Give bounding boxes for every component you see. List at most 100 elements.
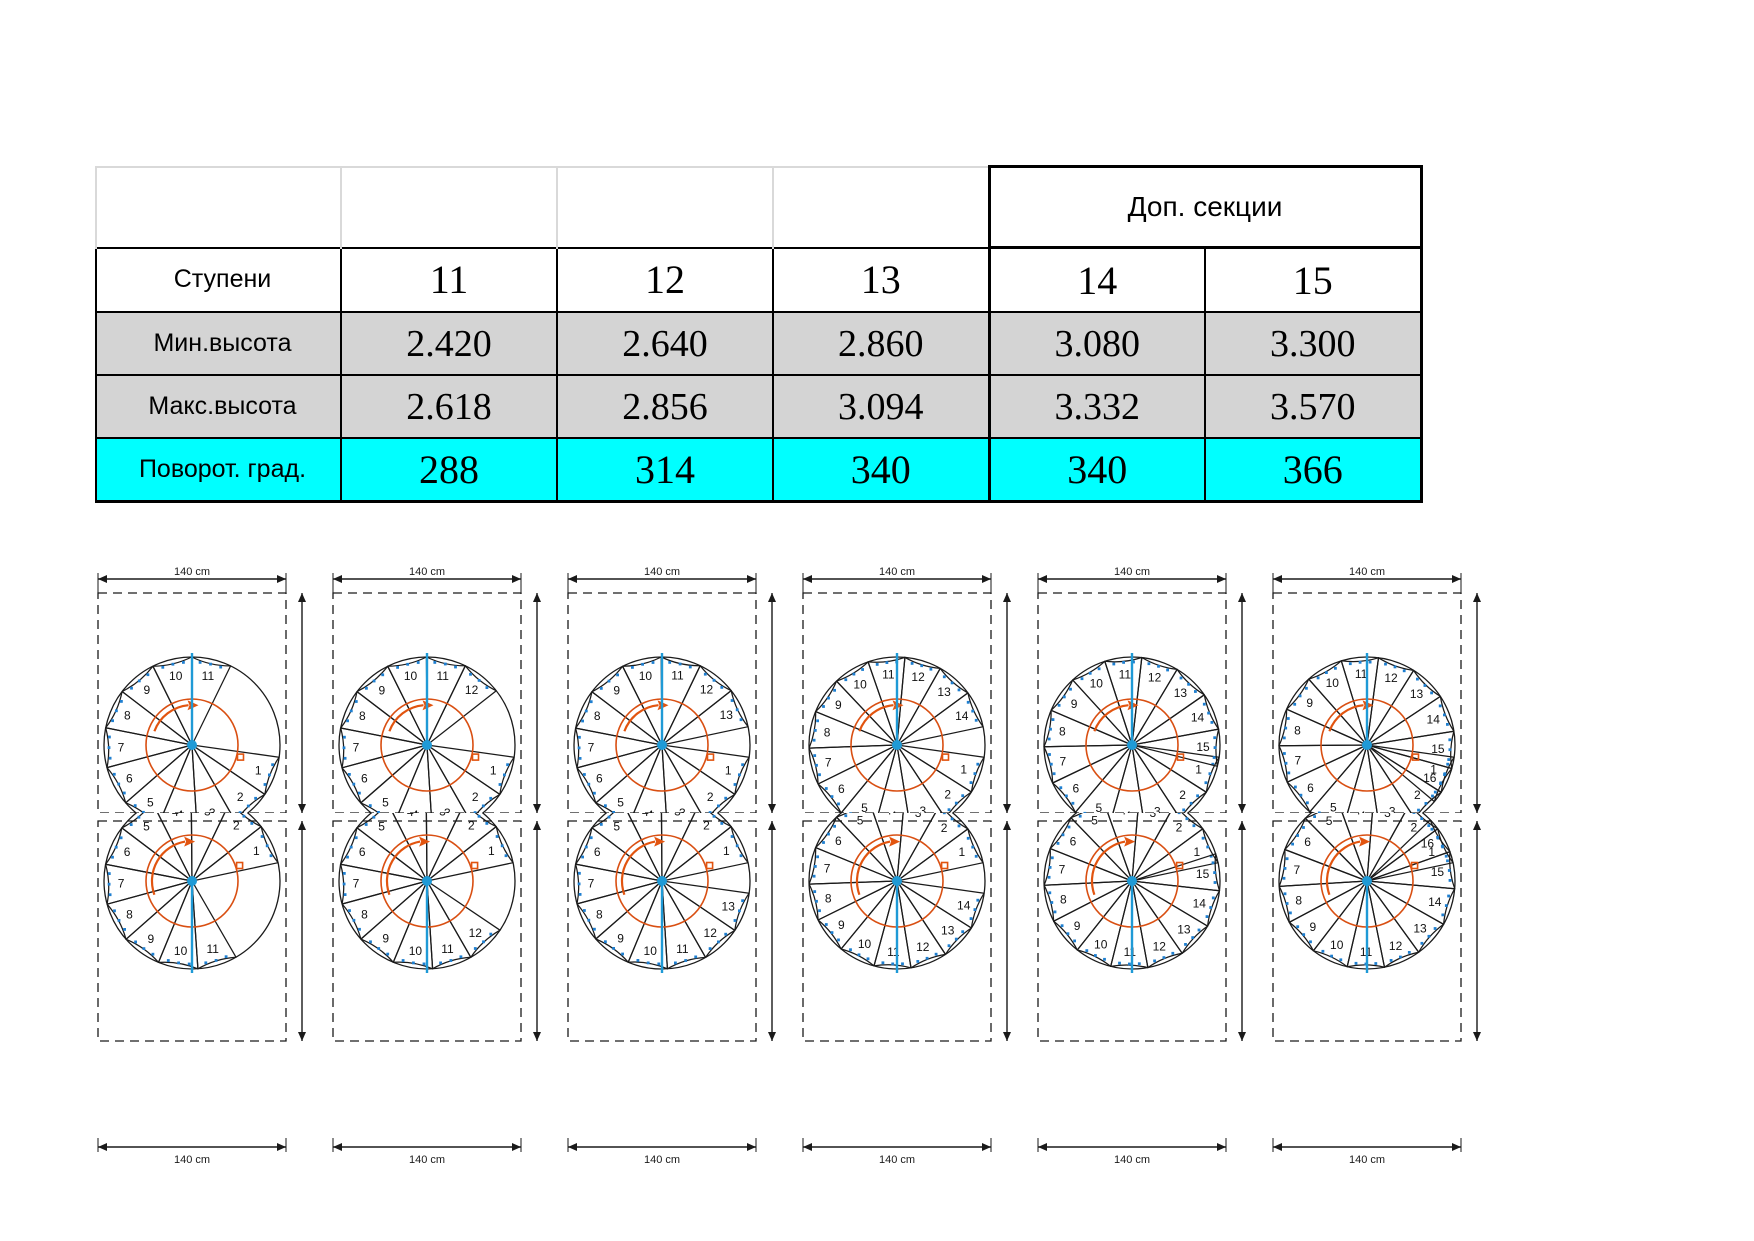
height-dimension-label: 145 cm	[1249, 685, 1250, 721]
center-pole-hub	[422, 876, 432, 886]
tread-nosing-dot	[822, 841, 825, 844]
tread-nosing-dot	[134, 940, 137, 944]
tread-nosing-dot	[1438, 704, 1442, 708]
tread-nosing-dot	[966, 836, 970, 840]
tread-wedge	[125, 744, 193, 813]
tread-nosing-dot	[1080, 677, 1084, 681]
tread-nosing-dot	[1306, 801, 1309, 805]
tread-nosing-dot	[187, 962, 191, 966]
tread-nosing-dot	[875, 663, 879, 666]
header-blank-12	[556, 165, 773, 248]
tread-nosing-dot	[1103, 957, 1106, 961]
tread-wedge	[1278, 744, 1368, 783]
step-number-label: 8	[594, 709, 601, 723]
tread-nosing-dot	[1402, 669, 1406, 673]
tread-nosing-dot	[477, 814, 481, 818]
center-pole-hub	[1362, 740, 1372, 750]
step-number-label: 2	[703, 819, 710, 833]
tread-nosing-dot	[813, 729, 817, 732]
height-dimension-label: 145 cm	[1249, 913, 1250, 949]
tread-nosing-dot	[621, 952, 624, 956]
tread-nosing-dot	[739, 854, 743, 858]
tread-nosing-dot	[120, 700, 123, 703]
tread-nosing-dot	[587, 782, 591, 786]
tread-nosing-dot	[1436, 835, 1439, 839]
step-number-label: 1	[488, 844, 495, 858]
tread-nosing-dot	[1118, 961, 1121, 965]
tread-nosing-dot	[812, 738, 816, 742]
tread-nosing-dot	[1285, 857, 1289, 861]
tread-nosing-dot	[1192, 824, 1196, 828]
step-number-label: 3	[209, 806, 216, 813]
diagram-grid: 140 cm145 cm1234567891011140 cm145 cm123…	[80, 555, 1485, 1175]
step-number-label: 16	[1421, 837, 1435, 851]
tread-nosing-dot	[1052, 772, 1056, 776]
tread-nosing-dot	[1443, 713, 1446, 717]
tread-nosing-dot	[1071, 801, 1075, 805]
step-number-label: 11	[882, 668, 895, 682]
tread-nosing-dot	[137, 815, 141, 819]
step-number-label: 5	[382, 796, 389, 810]
tread-wedge	[661, 880, 750, 932]
tread-nosing-dot	[503, 773, 506, 777]
tread-nosing-dot	[1407, 951, 1411, 954]
cell-rotation-11: 288	[340, 437, 558, 503]
tread-nosing-dot	[1291, 842, 1294, 846]
tread-nosing-dot	[358, 927, 361, 931]
tread-nosing-dot	[1309, 940, 1312, 944]
tread-nosing-dot	[1446, 762, 1450, 766]
tread-nosing-dot	[916, 960, 920, 963]
tread-nosing-dot	[506, 763, 509, 767]
tread-nosing-dot	[1208, 772, 1212, 776]
step-number-label: 12	[1384, 671, 1398, 685]
bounding-box	[1037, 592, 1227, 813]
table-row-min-height: Мин.высота 2.420 2.640 2.860 3.080 3.300	[95, 311, 1423, 376]
center-pole-hub	[657, 876, 667, 886]
tread-nosing-dot	[1153, 959, 1156, 963]
tread-nosing-dot	[703, 672, 707, 676]
tread-wedge	[896, 813, 969, 882]
entry-point-marker	[1176, 753, 1185, 761]
step-number-label: 13	[941, 924, 955, 938]
tread-nosing-dot	[346, 855, 349, 859]
tread-nosing-dot	[1069, 687, 1072, 691]
tread-nosing-dot	[612, 947, 615, 950]
tread-nosing-dot	[1083, 811, 1087, 813]
step-number-label: 8	[1295, 893, 1302, 907]
center-pole-hub	[1127, 876, 1137, 886]
cell-min-height-14: 3.080	[987, 311, 1206, 376]
tread-nosing-dot	[837, 802, 840, 806]
center-pole-hub	[892, 740, 902, 750]
tread-nosing-dot	[346, 719, 349, 723]
step-number-label: 11	[676, 942, 689, 956]
tread-nosing-dot	[971, 845, 975, 849]
tread-nosing-dot	[108, 893, 112, 897]
tread-nosing-dot	[1048, 753, 1051, 756]
tread-wedge	[1366, 669, 1442, 746]
tread-nosing-dot	[717, 940, 720, 944]
tread-nosing-dot	[966, 700, 970, 704]
tread-nosing-dot	[712, 814, 716, 818]
tread-nosing-dot	[724, 796, 728, 800]
tread-nosing-dot	[852, 672, 856, 676]
tread-nosing-dot	[142, 947, 146, 950]
tread-nosing-dot	[1420, 817, 1424, 820]
height-dimension-label: 145 cm	[779, 685, 780, 721]
tread-nosing-dot	[1128, 962, 1131, 966]
tread-nosing-dot	[368, 804, 372, 807]
cell-max-height-11: 2.618	[340, 374, 558, 439]
tread-nosing-dot	[1187, 682, 1190, 686]
tread-nosing-dot	[122, 791, 126, 795]
tread-nosing-dot	[739, 718, 743, 722]
tread-nosing-dot	[1202, 702, 1206, 706]
tread-nosing-dot	[824, 923, 828, 926]
tread-nosing-dot	[107, 746, 111, 749]
step-number-label: 15	[1196, 867, 1210, 881]
tread-nosing-dot	[108, 756, 112, 760]
tread-nosing-dot	[1284, 726, 1288, 730]
tread-nosing-dot	[961, 794, 965, 798]
step-number-label: 8	[359, 709, 366, 723]
cell-rotation-14: 340	[987, 437, 1206, 503]
tread-wedge	[660, 813, 696, 882]
rotation-direction-arc	[150, 840, 186, 896]
